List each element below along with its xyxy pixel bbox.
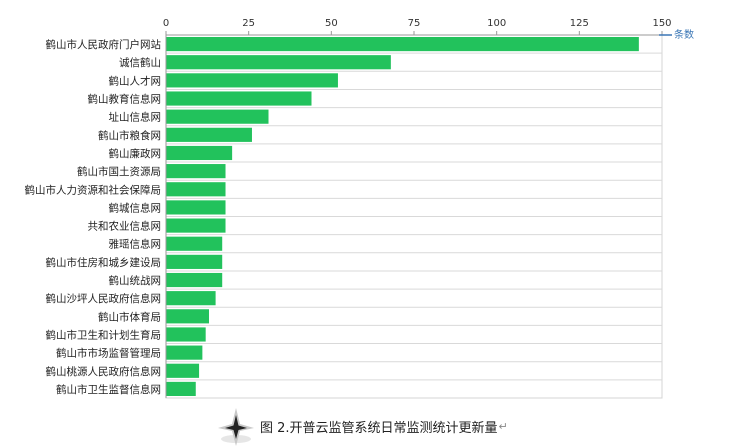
category-label: 诚信鹤山 [119,56,161,69]
bar [166,236,223,251]
category-label: 鹤山沙坪人民政府信息网 [46,292,162,305]
unit-label: 条数 [674,28,694,41]
x-tick-label: 125 [570,18,589,29]
category-label: 鹤山统战网 [109,274,162,287]
paragraph-return-mark: ↵ [498,419,508,433]
category-label: 鹤山市人民政府门户网站 [46,38,162,51]
bar [166,254,223,269]
sparkle-icon [218,408,254,446]
category-label: 鹤城信息网 [109,201,162,214]
category-label: 鹤山人才网 [109,74,162,87]
category-label: 鹤山桃源人民政府信息网 [46,365,162,378]
bar [166,309,209,324]
x-tick-label: 50 [325,18,338,29]
category-label: 雅瑶信息网 [109,238,162,251]
x-tick-label: 150 [652,18,671,29]
category-label: 鹤山市粮食网 [98,129,161,142]
x-tick-label: 75 [408,18,421,29]
category-label: 鹤山市卫生监督信息网 [56,383,161,396]
bar [166,291,216,306]
bar [166,73,338,88]
bar [166,145,233,161]
category-label: 鹤山市国土资源局 [77,165,161,178]
bar [166,91,312,106]
caption-text: 图 2.开普云监管系统日常监测统计更新量 [260,420,498,436]
bar [166,164,226,179]
bar [166,200,226,215]
bar [166,55,391,70]
bar [166,109,269,124]
category-label: 鹤山市卫生和计划生育局 [46,328,162,341]
x-tick-label: 25 [242,18,255,29]
bar [166,363,200,378]
category-label: 鹤山市人力资源和社会保障局 [25,183,162,196]
bar [166,127,252,142]
bar [166,182,226,197]
bar [166,36,639,52]
bar [166,327,206,342]
bar-chart: 0 25 50 75 100 125 150条数鹤山市人民政府门户网站诚信鹤山鹤山人才网鹤山… [25,18,694,399]
bar [166,381,196,397]
x-tick-label: 100 [487,18,506,29]
category-label: 鹤山廉政网 [109,147,162,160]
x-tick-label: 0 [163,18,169,29]
category-label: 鹤山教育信息网 [88,93,162,106]
category-label: 鹤山市市场监督管理局 [56,347,161,360]
category-label: 鹤山市住房和城乡建设局 [46,256,162,269]
figure-caption: 图 2.开普云监管系统日常监测统计更新量 ↵ [216,406,508,446]
bar [166,272,223,288]
category-label: 鹤山市体育局 [98,310,161,323]
bar [166,218,226,233]
category-label: 共和农业信息网 [88,220,162,233]
bar [166,345,203,360]
category-label: 址山信息网 [109,111,162,124]
